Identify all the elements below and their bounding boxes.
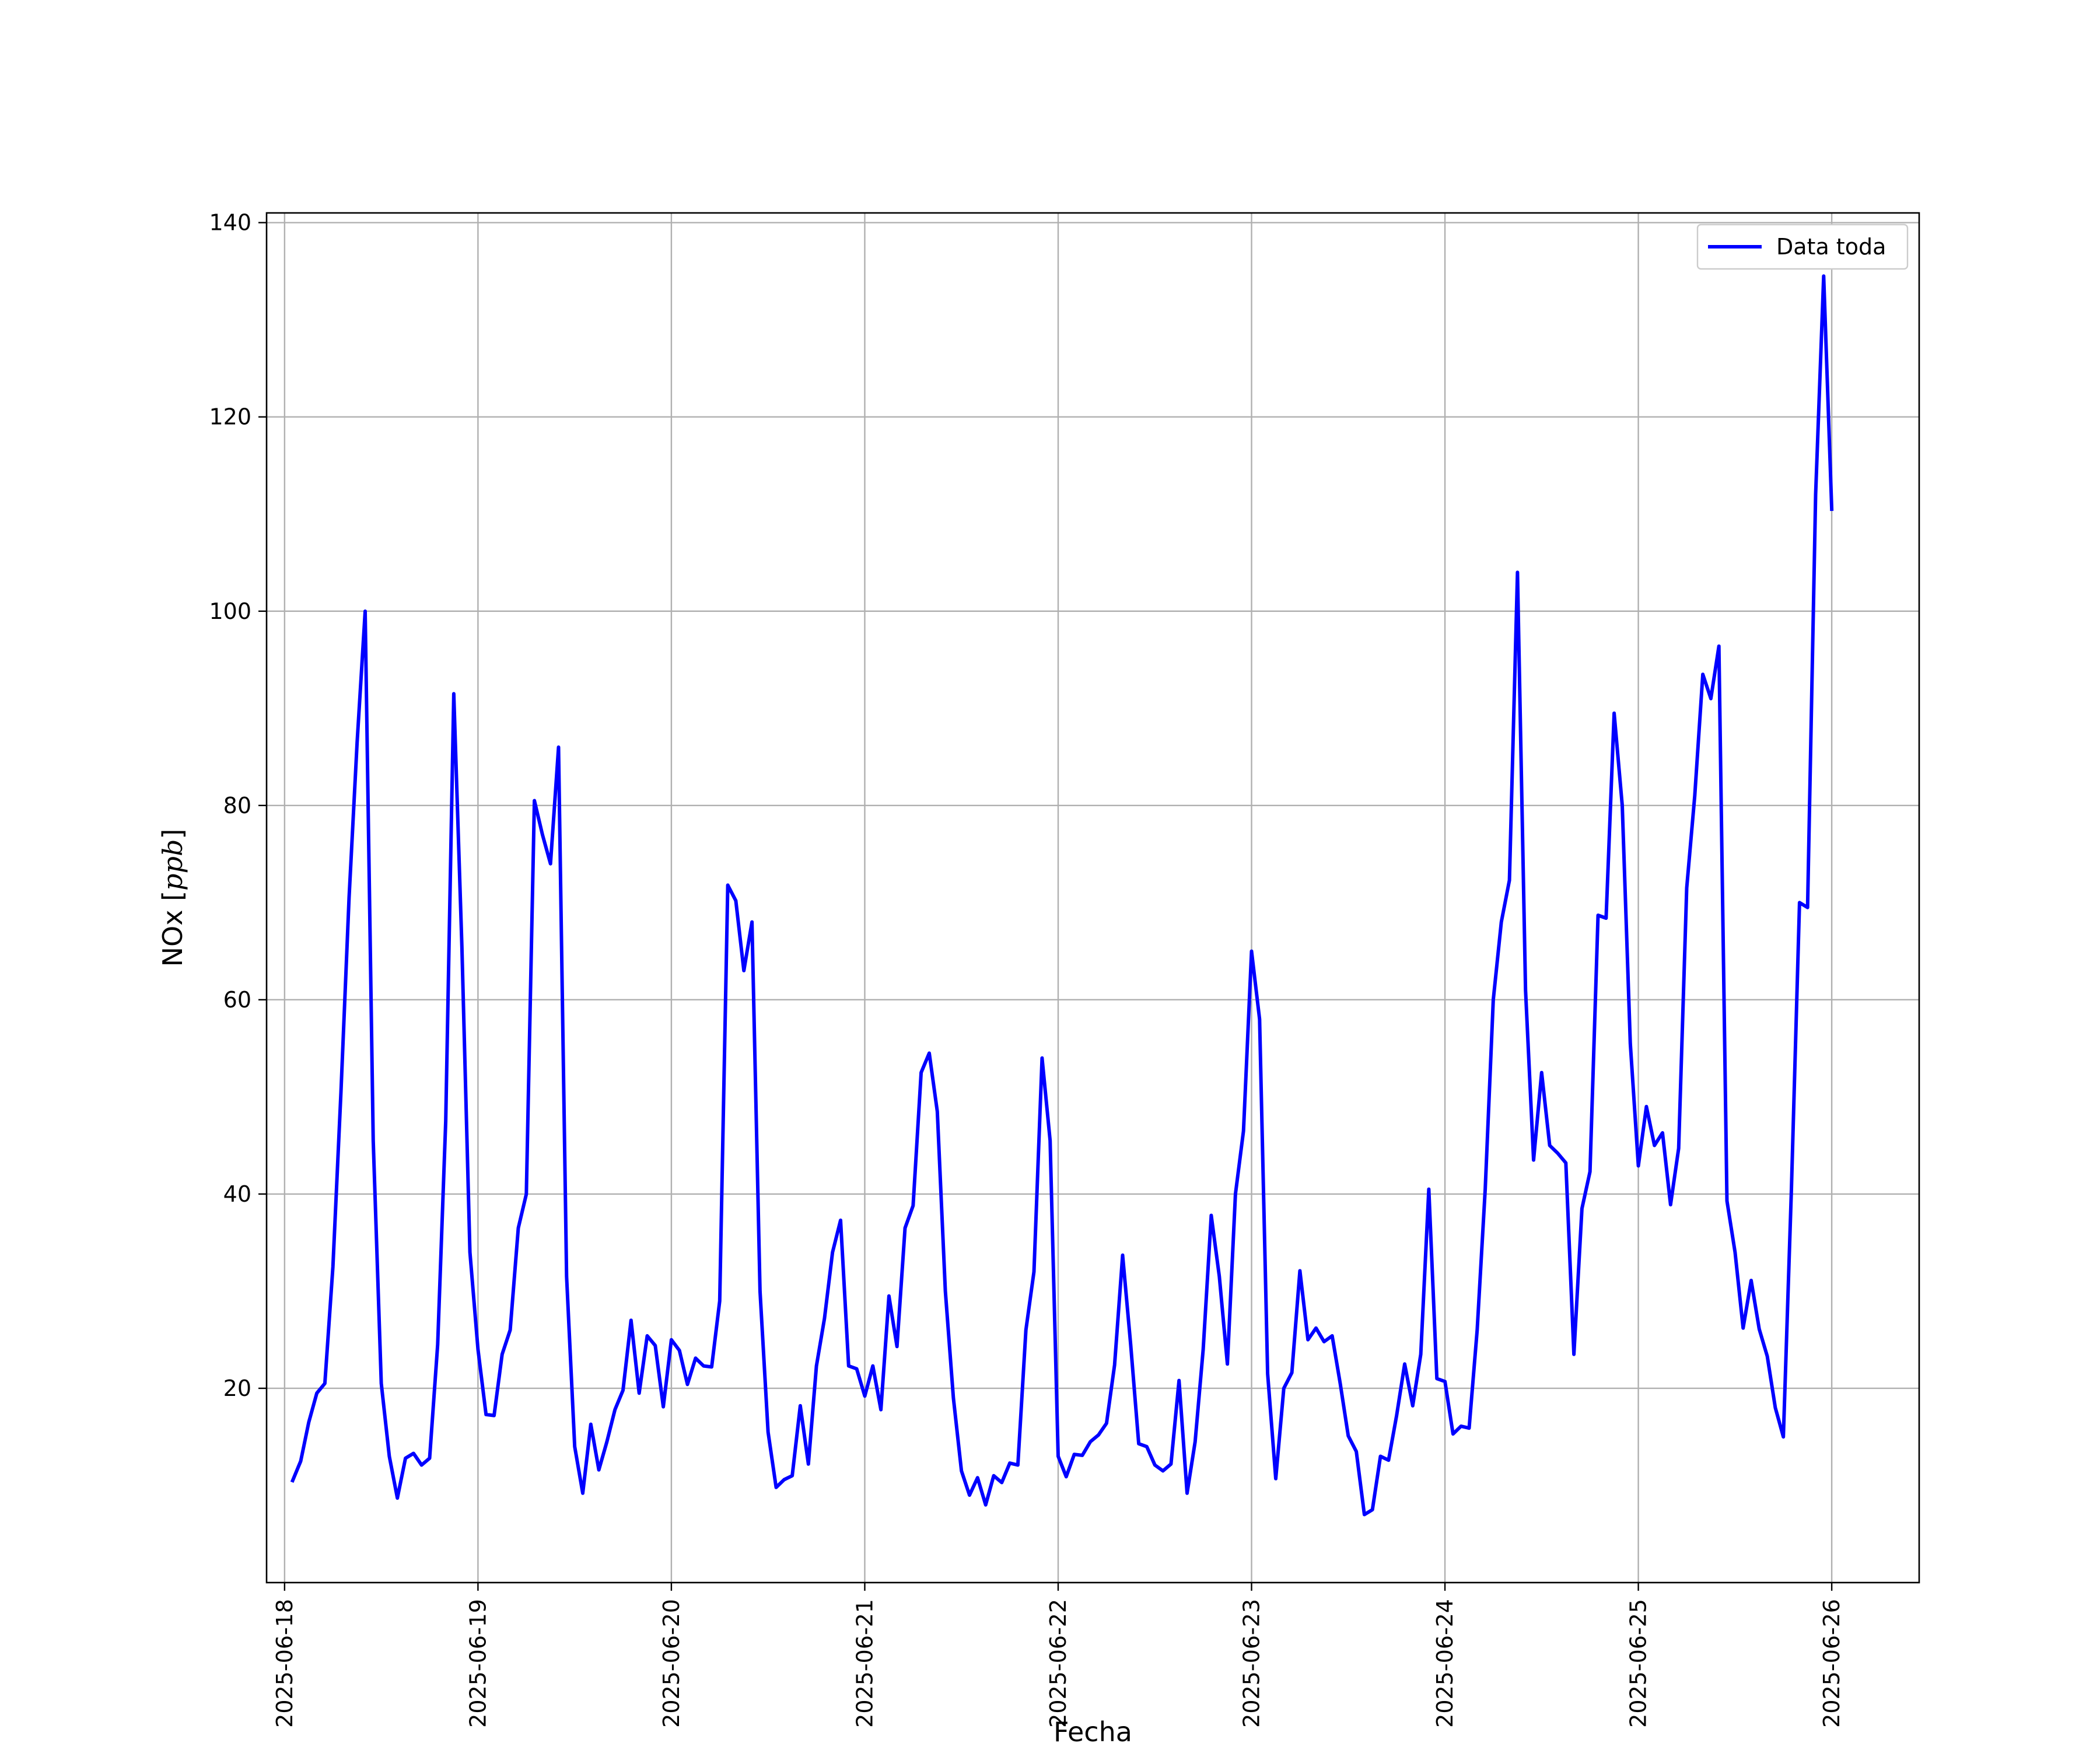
x-tick-label: 2025-06-25 bbox=[1626, 1599, 1651, 1728]
legend-box bbox=[1696, 223, 1909, 270]
series-line-0 bbox=[290, 274, 1834, 1517]
legend: Data toda bbox=[1696, 223, 1909, 270]
y-tick-label: 80 bbox=[223, 793, 251, 818]
y-tick-label: 40 bbox=[223, 1181, 251, 1207]
y-tick-label: 120 bbox=[209, 404, 251, 430]
x-axis-title: Fecha bbox=[1054, 1716, 1132, 1748]
x-tick-label: 2025-06-22 bbox=[1045, 1599, 1071, 1728]
legend-label-data-toda: Data toda bbox=[1776, 234, 1886, 260]
y-tick-label: 140 bbox=[209, 210, 251, 236]
x-tick-label: 2025-06-26 bbox=[1819, 1599, 1845, 1728]
series-lines bbox=[290, 274, 1834, 1517]
y-tick-label: 60 bbox=[223, 987, 251, 1013]
x-tick-label: 2025-06-23 bbox=[1239, 1599, 1265, 1728]
plot-area-frame bbox=[265, 212, 1920, 1584]
x-tick-label: 2025-06-18 bbox=[272, 1599, 298, 1728]
x-axis: 2025-06-18 2025-06-19 2025-06-20 2025-06-21… bbox=[272, 1583, 1845, 1728]
y-axis-title: NOx [ppb] bbox=[157, 829, 188, 967]
x-tick-label: 2025-06-24 bbox=[1432, 1599, 1458, 1728]
y-tick-label: 20 bbox=[223, 1376, 251, 1401]
x-tick-label: 2025-06-19 bbox=[465, 1599, 491, 1728]
y-axis: 20 40 60 80 100 120 140 bbox=[209, 210, 267, 1401]
y-tick-label: 100 bbox=[209, 598, 251, 624]
x-tick-label: 2025-06-20 bbox=[659, 1599, 684, 1728]
x-tick-label: 2025-06-21 bbox=[852, 1599, 877, 1728]
